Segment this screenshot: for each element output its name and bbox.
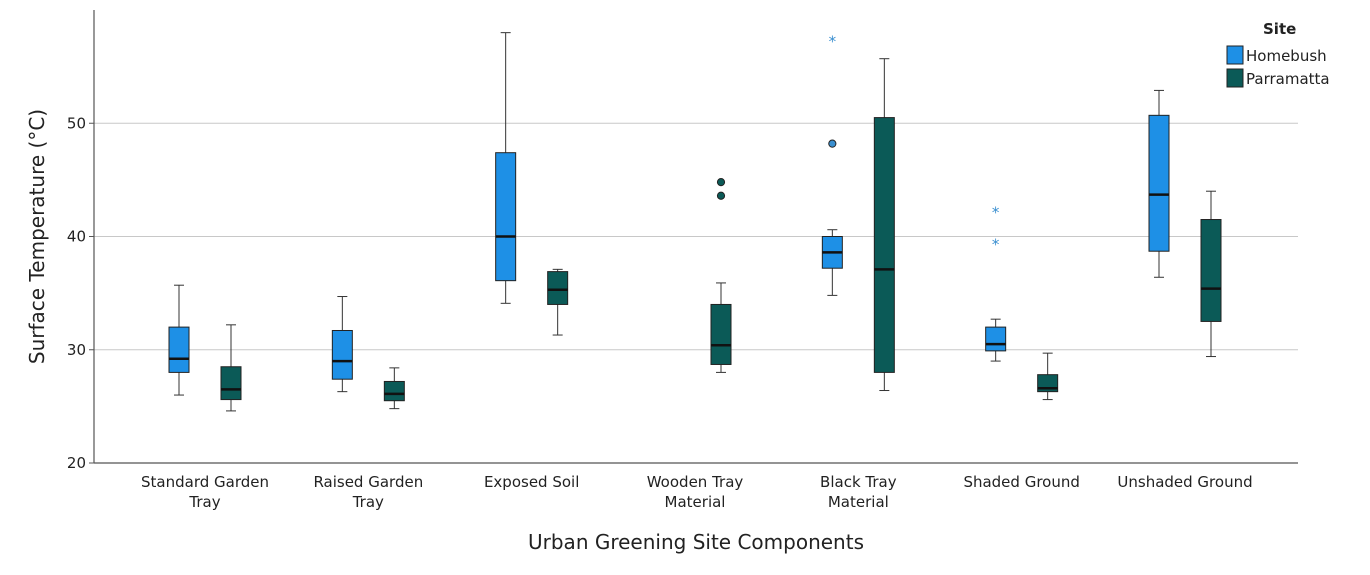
box-parramatta-0	[220, 324, 242, 412]
x-tick-label-0-1: Tray	[188, 493, 220, 511]
legend-swatch-parramatta	[1226, 68, 1244, 88]
box-parramatta-6	[1200, 190, 1222, 358]
y-tick-label-50: 50	[67, 114, 86, 132]
box-homebush-4: *	[821, 33, 843, 296]
legend-label-parramatta: Parramatta	[1246, 70, 1330, 88]
x-tick-label-3-0: Wooden Tray	[647, 473, 744, 491]
x-axis-title: Urban Greening Site Components	[528, 530, 864, 554]
iqr-box	[168, 326, 190, 373]
legend-label-homebush: Homebush	[1246, 47, 1327, 65]
x-tick-label-1-0: Raised Garden	[313, 473, 423, 491]
y-tick-labels: 20 30 40 50	[67, 114, 94, 472]
x-tick-label-5-0: Shaded Ground	[963, 473, 1079, 491]
x-tick-label-1-1: Tray	[352, 493, 384, 511]
extreme-point-1: *	[992, 235, 1000, 253]
iqr-box	[331, 329, 353, 380]
x-tick-labels: Standard Garden Tray Raised Garden Tray Expo…	[141, 473, 1253, 511]
outlier-point-1	[716, 191, 726, 200]
box-parramatta-1	[383, 367, 405, 410]
legend-swatch-homebush	[1226, 45, 1244, 65]
x-tick-label-0-0: Standard Garden	[141, 473, 269, 491]
box-parramatta-5	[1037, 352, 1059, 401]
extreme-point-0: *	[992, 204, 1000, 222]
iqr-box	[1200, 219, 1222, 322]
y-tick-label-40: 40	[67, 228, 86, 246]
iqr-box	[547, 271, 569, 305]
iqr-box	[1148, 114, 1170, 252]
box-homebush-1	[331, 296, 353, 393]
y-axis-title: Surface Temperature (°C)	[25, 109, 49, 364]
x-tick-label-4-1: Material	[828, 493, 889, 511]
outlier-point-0	[828, 139, 837, 148]
x-tick-label-3-1: Material	[665, 493, 726, 511]
iqr-box	[495, 152, 517, 282]
legend: Site Homebush Parramatta	[1226, 20, 1330, 88]
y-tick-label-30: 30	[67, 341, 86, 359]
extreme-point-0: *	[829, 33, 837, 51]
iqr-box	[873, 117, 895, 373]
iqr-box	[383, 380, 405, 402]
x-tick-label-6-0: Unshaded Ground	[1117, 473, 1252, 491]
box-parramatta-2	[547, 268, 569, 336]
box-parramatta-4	[873, 58, 895, 392]
x-tick-label-4-0: Black Tray	[820, 473, 897, 491]
iqr-box	[710, 303, 732, 365]
box-homebush-0	[168, 284, 190, 396]
box-homebush-6	[1148, 89, 1170, 278]
y-tick-label-20: 20	[67, 454, 86, 472]
legend-title: Site	[1263, 20, 1296, 38]
gridlines	[94, 122, 1298, 351]
x-tick-label-2-0: Exposed Soil	[484, 473, 579, 491]
iqr-box	[220, 366, 242, 401]
box-parramatta-3	[710, 178, 732, 373]
box-homebush-2	[495, 32, 517, 304]
boxes: ***	[168, 32, 1222, 412]
box-homebush-5: **	[985, 204, 1007, 362]
iqr-box	[985, 326, 1007, 352]
outlier-point-0	[716, 178, 726, 187]
